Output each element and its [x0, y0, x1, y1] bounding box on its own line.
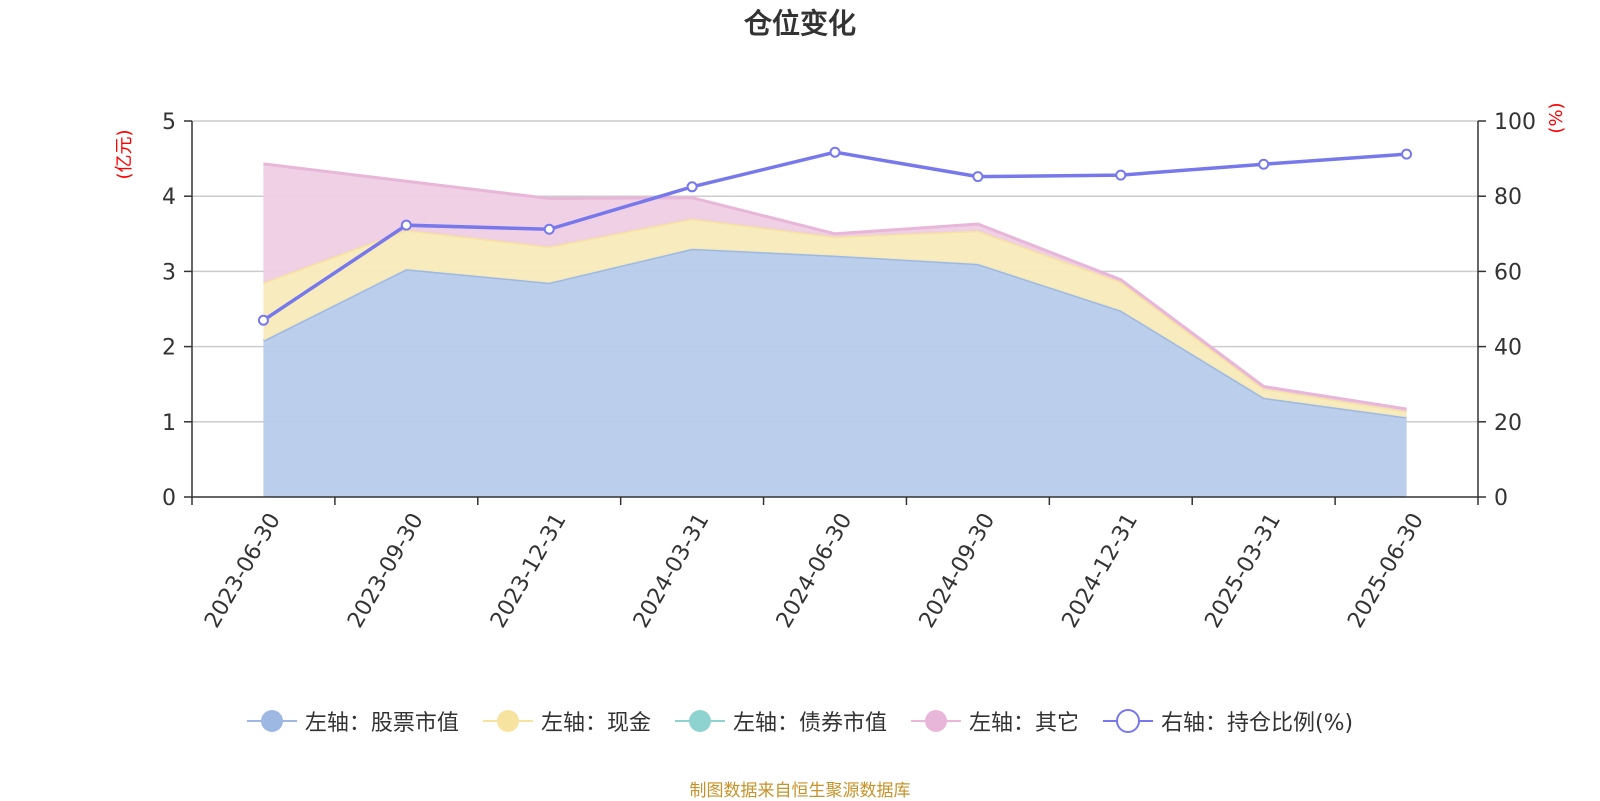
ratio-point[interactable]: [1115, 169, 1127, 181]
ratio-point[interactable]: [543, 223, 555, 235]
legend: 左轴：股票市值 左轴：现金 左轴：债券市值 左轴：其它 右轴：持仓比例(%): [0, 705, 1600, 737]
y-tick-label-left: 2: [162, 336, 176, 361]
ratio-point[interactable]: [972, 171, 984, 183]
y-tick-label-left: 0: [162, 486, 176, 511]
legend-area-marker-icon: [246, 710, 297, 732]
y-tick-label-right: 60: [1494, 260, 1522, 285]
axes: [184, 120, 1486, 505]
legend-line-marker-icon: [1102, 709, 1153, 733]
x-tick-label: 2023-12-31: [486, 509, 572, 632]
x-tick-label: 2024-12-31: [1058, 509, 1144, 632]
y-tick-label-right: 80: [1494, 185, 1522, 210]
x-tick-label: 2024-06-30: [772, 509, 858, 632]
y-axis-label-left: (亿元): [114, 129, 135, 179]
legend-item[interactable]: 左轴：其它: [910, 705, 1079, 737]
area-1: [263, 218, 1407, 418]
legend-label: 右轴：持仓比例(%): [1160, 711, 1354, 736]
legend-area-marker-icon: [482, 710, 533, 732]
ratio-point[interactable]: [1401, 148, 1413, 160]
y-tick-label-left: 1: [162, 411, 176, 436]
legend-label: 左轴：债券市值: [732, 711, 887, 736]
legend-label: 左轴：股票市值: [304, 711, 459, 736]
legend-item[interactable]: 左轴：股票市值: [246, 705, 459, 737]
legend-area-marker-icon: [674, 710, 725, 732]
x-tick-label: 2024-03-31: [629, 509, 715, 632]
x-tick-label: 2023-09-30: [343, 509, 429, 632]
area-series: [262, 162, 1407, 497]
y-axis-label-right: (%): [1546, 102, 1567, 133]
x-tick-label: 2024-09-30: [915, 509, 1001, 632]
ratio-point[interactable]: [257, 314, 269, 326]
x-tick-label: 2025-03-31: [1200, 509, 1286, 632]
line-series: [257, 146, 1413, 326]
y-tick-label-left: 3: [162, 260, 176, 285]
legend-item[interactable]: 右轴：持仓比例(%): [1102, 705, 1354, 737]
y-tick-label-right: 0: [1494, 486, 1508, 511]
ratio-point[interactable]: [1258, 158, 1270, 170]
chart-title: 仓位变化: [743, 7, 856, 40]
ratio-point[interactable]: [829, 146, 841, 158]
legend-label: 左轴：其它: [968, 711, 1079, 736]
y-tick-label-right: 40: [1494, 336, 1522, 361]
y-tick-label-right: 100: [1494, 110, 1536, 135]
legend-item[interactable]: 左轴：债券市值: [674, 705, 887, 737]
y-tick-label-right: 20: [1494, 411, 1522, 436]
ratio-point[interactable]: [686, 181, 698, 193]
ratio-point[interactable]: [400, 219, 412, 231]
legend-area-marker-icon: [910, 710, 961, 732]
legend-item[interactable]: 左轴：现金: [482, 705, 651, 737]
legend-label: 左轴：现金: [540, 711, 651, 736]
x-tick-label: 2025-06-30: [1343, 509, 1429, 632]
x-tick-label: 2023-06-30: [200, 509, 286, 632]
y-tick-label-left: 4: [162, 185, 176, 210]
source-note: 制图数据来自恒生聚源数据库: [689, 781, 911, 801]
area-edge-3: [263, 162, 1407, 411]
y-tick-label-left: 5: [162, 110, 176, 135]
